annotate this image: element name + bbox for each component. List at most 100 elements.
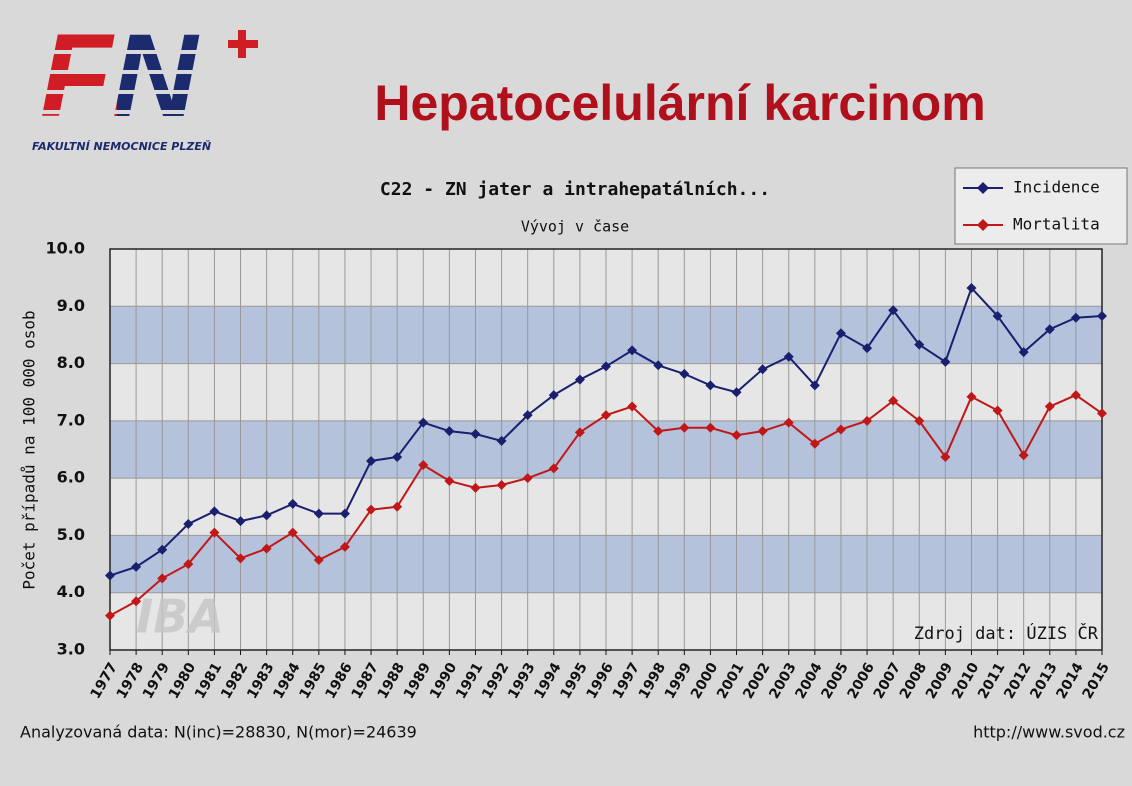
- marker: [339, 541, 350, 552]
- y-tick-label: 7.0: [57, 410, 85, 429]
- marker: [601, 361, 611, 372]
- marker: [705, 422, 716, 433]
- marker: [1044, 324, 1055, 335]
- marker: [157, 573, 168, 584]
- marker: [731, 387, 742, 398]
- chart-title: C22 - ZN jater a intrahepatálních...: [380, 179, 770, 200]
- chart-subtitle: Vývoj v čase: [521, 218, 629, 236]
- marker: [496, 435, 507, 446]
- marker: [392, 451, 403, 462]
- marker: [914, 415, 925, 426]
- marker: [601, 410, 611, 421]
- marker: [809, 438, 820, 449]
- marker: [1070, 312, 1081, 323]
- marker: [105, 570, 115, 581]
- y-axis-label: Počet případů na 100 000 osob: [20, 310, 39, 589]
- marker: [757, 426, 768, 437]
- marker: [105, 610, 115, 621]
- marker: [835, 424, 846, 435]
- marker: [470, 482, 481, 493]
- logo-stripes: [30, 50, 260, 114]
- y-tick-label: 5.0: [57, 525, 85, 544]
- marker: [627, 401, 638, 412]
- marker: [444, 476, 455, 487]
- marker: [209, 527, 220, 538]
- marker: [835, 328, 846, 339]
- logo-mark: FN: [40, 10, 200, 142]
- marker: [992, 311, 1003, 322]
- marker: [339, 508, 350, 519]
- logo: FN FAKULTNÍ NEMOCNICE PLZEŇ: [30, 10, 260, 153]
- marker: [679, 422, 690, 433]
- marker: [183, 559, 194, 570]
- source: Zdroj dat: ÚZIS ČR: [914, 622, 1099, 644]
- legend-marker: [977, 219, 989, 231]
- marker: [888, 305, 899, 316]
- marker: [496, 480, 507, 491]
- footer-right: http://www.svod.cz: [973, 723, 1125, 742]
- y-tick-label: 3.0: [57, 640, 85, 659]
- legend-box: [954, 167, 1128, 245]
- marker: [261, 543, 272, 554]
- y-tick-label: 4.0: [57, 582, 85, 601]
- marker: [940, 356, 951, 367]
- marker: [1044, 401, 1055, 412]
- marker: [261, 510, 272, 521]
- marker: [1070, 390, 1081, 401]
- watermark: IBA: [136, 590, 224, 644]
- footer-left: Analyzovaná data: N(inc)=28830, N(mor)=2…: [20, 723, 417, 742]
- marker: [966, 391, 977, 402]
- logo-plus: [228, 30, 258, 58]
- marker: [418, 459, 429, 470]
- marker: [287, 498, 298, 509]
- marker: [1018, 347, 1029, 358]
- marker: [183, 518, 194, 529]
- legend-label: Mortalita: [1013, 215, 1100, 234]
- marker: [235, 516, 246, 527]
- marker: [366, 504, 377, 515]
- marker: [235, 553, 246, 564]
- slide-title: Hepatocelulární karcinom: [374, 75, 985, 131]
- marker: [653, 360, 664, 371]
- marker: [313, 508, 324, 519]
- legend-marker: [977, 182, 989, 194]
- marker: [366, 455, 377, 466]
- marker: [209, 506, 220, 517]
- marker: [940, 451, 951, 462]
- y-tick-label: 8.0: [57, 353, 85, 372]
- marker: [653, 426, 664, 437]
- marker: [679, 368, 690, 379]
- plot-frame: [109, 248, 1103, 651]
- marker: [1097, 311, 1107, 322]
- y-tick-label: 6.0: [57, 468, 85, 487]
- marker: [574, 374, 585, 385]
- legend-label: Incidence: [1013, 178, 1100, 197]
- marker: [522, 473, 533, 484]
- marker: [392, 501, 403, 512]
- marker: [966, 282, 977, 293]
- marker: [131, 596, 142, 607]
- marker: [131, 561, 142, 572]
- marker: [157, 544, 168, 555]
- logo-name: FAKULTNÍ NEMOCNICE PLZEŇ: [32, 139, 211, 153]
- marker: [627, 345, 638, 356]
- marker: [731, 430, 742, 441]
- marker: [1097, 408, 1107, 419]
- marker: [418, 417, 429, 428]
- marker: [862, 343, 873, 354]
- marker: [809, 380, 820, 391]
- plot: IBA3.04.05.06.07.08.09.010.0197719781979…: [46, 167, 1128, 702]
- marker: [548, 390, 559, 401]
- marker: [888, 395, 899, 406]
- marker: [757, 364, 768, 375]
- y-tick-label: 10.0: [46, 239, 85, 258]
- marker: [705, 380, 716, 391]
- marker: [992, 405, 1003, 416]
- marker: [287, 527, 298, 538]
- marker: [522, 410, 533, 421]
- y-tick-label: 9.0: [57, 296, 85, 315]
- marker: [783, 351, 794, 362]
- marker: [444, 426, 455, 437]
- marker: [574, 427, 585, 438]
- marker: [548, 463, 559, 474]
